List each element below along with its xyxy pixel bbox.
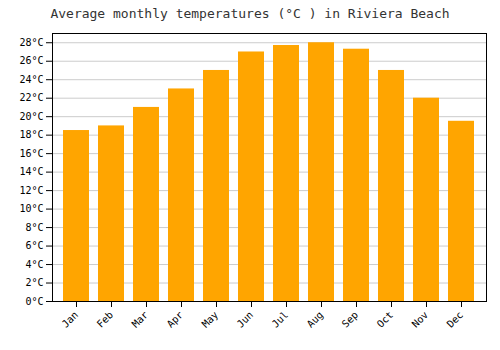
svg-text:4°C: 4°C (25, 259, 43, 270)
svg-text:Sep: Sep (340, 309, 361, 330)
svg-text:16°C: 16°C (19, 148, 43, 159)
svg-text:Feb: Feb (95, 309, 116, 330)
svg-text:6°C: 6°C (25, 240, 43, 251)
svg-text:2°C: 2°C (25, 277, 43, 288)
svg-text:Jul: Jul (270, 309, 291, 330)
svg-text:8°C: 8°C (25, 222, 43, 233)
svg-text:18°C: 18°C (19, 129, 43, 140)
svg-text:22°C: 22°C (19, 92, 43, 103)
svg-text:Dec: Dec (445, 309, 466, 330)
svg-text:Jan: Jan (60, 309, 81, 330)
svg-text:28°C: 28°C (19, 37, 43, 48)
svg-text:12°C: 12°C (19, 185, 43, 196)
svg-text:Oct: Oct (375, 309, 396, 330)
svg-text:10°C: 10°C (19, 203, 43, 214)
svg-text:20°C: 20°C (19, 111, 43, 122)
svg-text:Nov: Nov (410, 309, 431, 330)
svg-text:0°C: 0°C (25, 296, 43, 307)
html-text:Average monthly temperatures (: Average monthly temperatures (°C ) in Ri… (50, 6, 450, 21)
svg-text:Apr: Apr (165, 309, 186, 330)
svg-text:May: May (200, 309, 221, 330)
svg-text:Jun: Jun (235, 309, 256, 330)
svg-text:Mar: Mar (130, 309, 151, 330)
svg-text:26°C: 26°C (19, 55, 43, 66)
svg-text:14°C: 14°C (19, 166, 43, 177)
svg-text:24°C: 24°C (19, 74, 43, 85)
svg-text:Aug: Aug (305, 309, 326, 330)
